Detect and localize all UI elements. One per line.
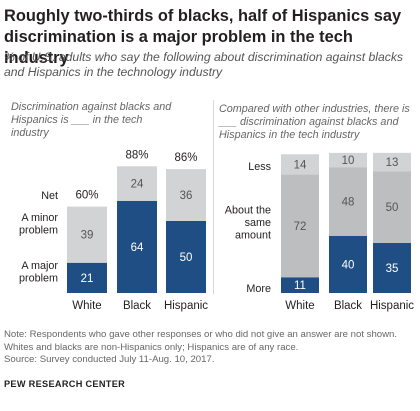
bar-segment bbox=[166, 169, 206, 221]
note-text: Note: Respondents who gave other respons… bbox=[4, 329, 398, 353]
category-label: Black bbox=[334, 300, 362, 312]
bar-segment bbox=[117, 166, 157, 201]
data-label: 50 bbox=[386, 202, 399, 214]
series-label: A major problem bbox=[19, 260, 58, 285]
category-label: White bbox=[285, 300, 314, 312]
note-block: Note: Respondents who gave other respons… bbox=[4, 329, 418, 367]
net-label: 86% bbox=[174, 152, 197, 164]
bar-segment bbox=[329, 152, 367, 168]
page-subtitle: % of U.S. adults who say the following a… bbox=[4, 50, 404, 79]
data-label: 11 bbox=[294, 280, 306, 292]
data-label: 36 bbox=[180, 190, 193, 202]
panel-0-subtitle: Discrimination against blacks and Hispani… bbox=[11, 101, 172, 139]
data-label: 14 bbox=[294, 159, 307, 171]
data-label: 48 bbox=[342, 196, 355, 208]
data-label: 64 bbox=[131, 242, 144, 254]
bar-segment bbox=[117, 200, 157, 293]
bar-segment bbox=[67, 262, 107, 293]
series-label: More bbox=[246, 283, 271, 295]
bar-segment bbox=[373, 152, 411, 172]
data-label: 21 bbox=[81, 273, 94, 285]
bar-segment bbox=[67, 206, 107, 263]
data-label: 13 bbox=[386, 157, 399, 169]
series-label: A minor problem bbox=[19, 212, 58, 237]
panel-1-subtitle: Compared with other industries, there is… bbox=[218, 103, 410, 141]
data-label: 35 bbox=[386, 263, 399, 275]
data-label: 40 bbox=[342, 259, 355, 271]
data-label: 39 bbox=[81, 230, 94, 242]
brand-logo-text: PEW RESEARCH CENTER bbox=[4, 379, 126, 389]
bar-segment bbox=[373, 171, 411, 243]
data-label: 50 bbox=[180, 252, 193, 264]
category-label: Hispanic bbox=[164, 300, 208, 312]
bar-segment bbox=[329, 167, 367, 236]
bar-segment bbox=[329, 235, 367, 293]
data-label: 72 bbox=[294, 221, 307, 233]
net-row-label: Net bbox=[41, 190, 58, 202]
series-label: Less bbox=[248, 161, 271, 173]
category-label: Hispanic bbox=[370, 300, 414, 312]
source-text: Source: Survey conducted July 11-Aug. 10… bbox=[4, 354, 215, 365]
category-label: White bbox=[72, 300, 101, 312]
category-label: Black bbox=[123, 300, 151, 312]
bar-segment bbox=[281, 174, 319, 278]
series-label: About the same amount bbox=[225, 205, 271, 242]
bar-segment bbox=[166, 221, 206, 293]
net-label: 88% bbox=[125, 149, 148, 161]
net-label: 60% bbox=[75, 190, 98, 202]
bar-segment bbox=[281, 154, 319, 175]
data-label: 10 bbox=[342, 155, 355, 167]
bar-segment bbox=[281, 277, 319, 293]
page-title: Roughly two-thirds of blacks, half of Hi… bbox=[4, 7, 402, 67]
data-label: 24 bbox=[131, 179, 144, 191]
bar-segment bbox=[373, 242, 411, 293]
